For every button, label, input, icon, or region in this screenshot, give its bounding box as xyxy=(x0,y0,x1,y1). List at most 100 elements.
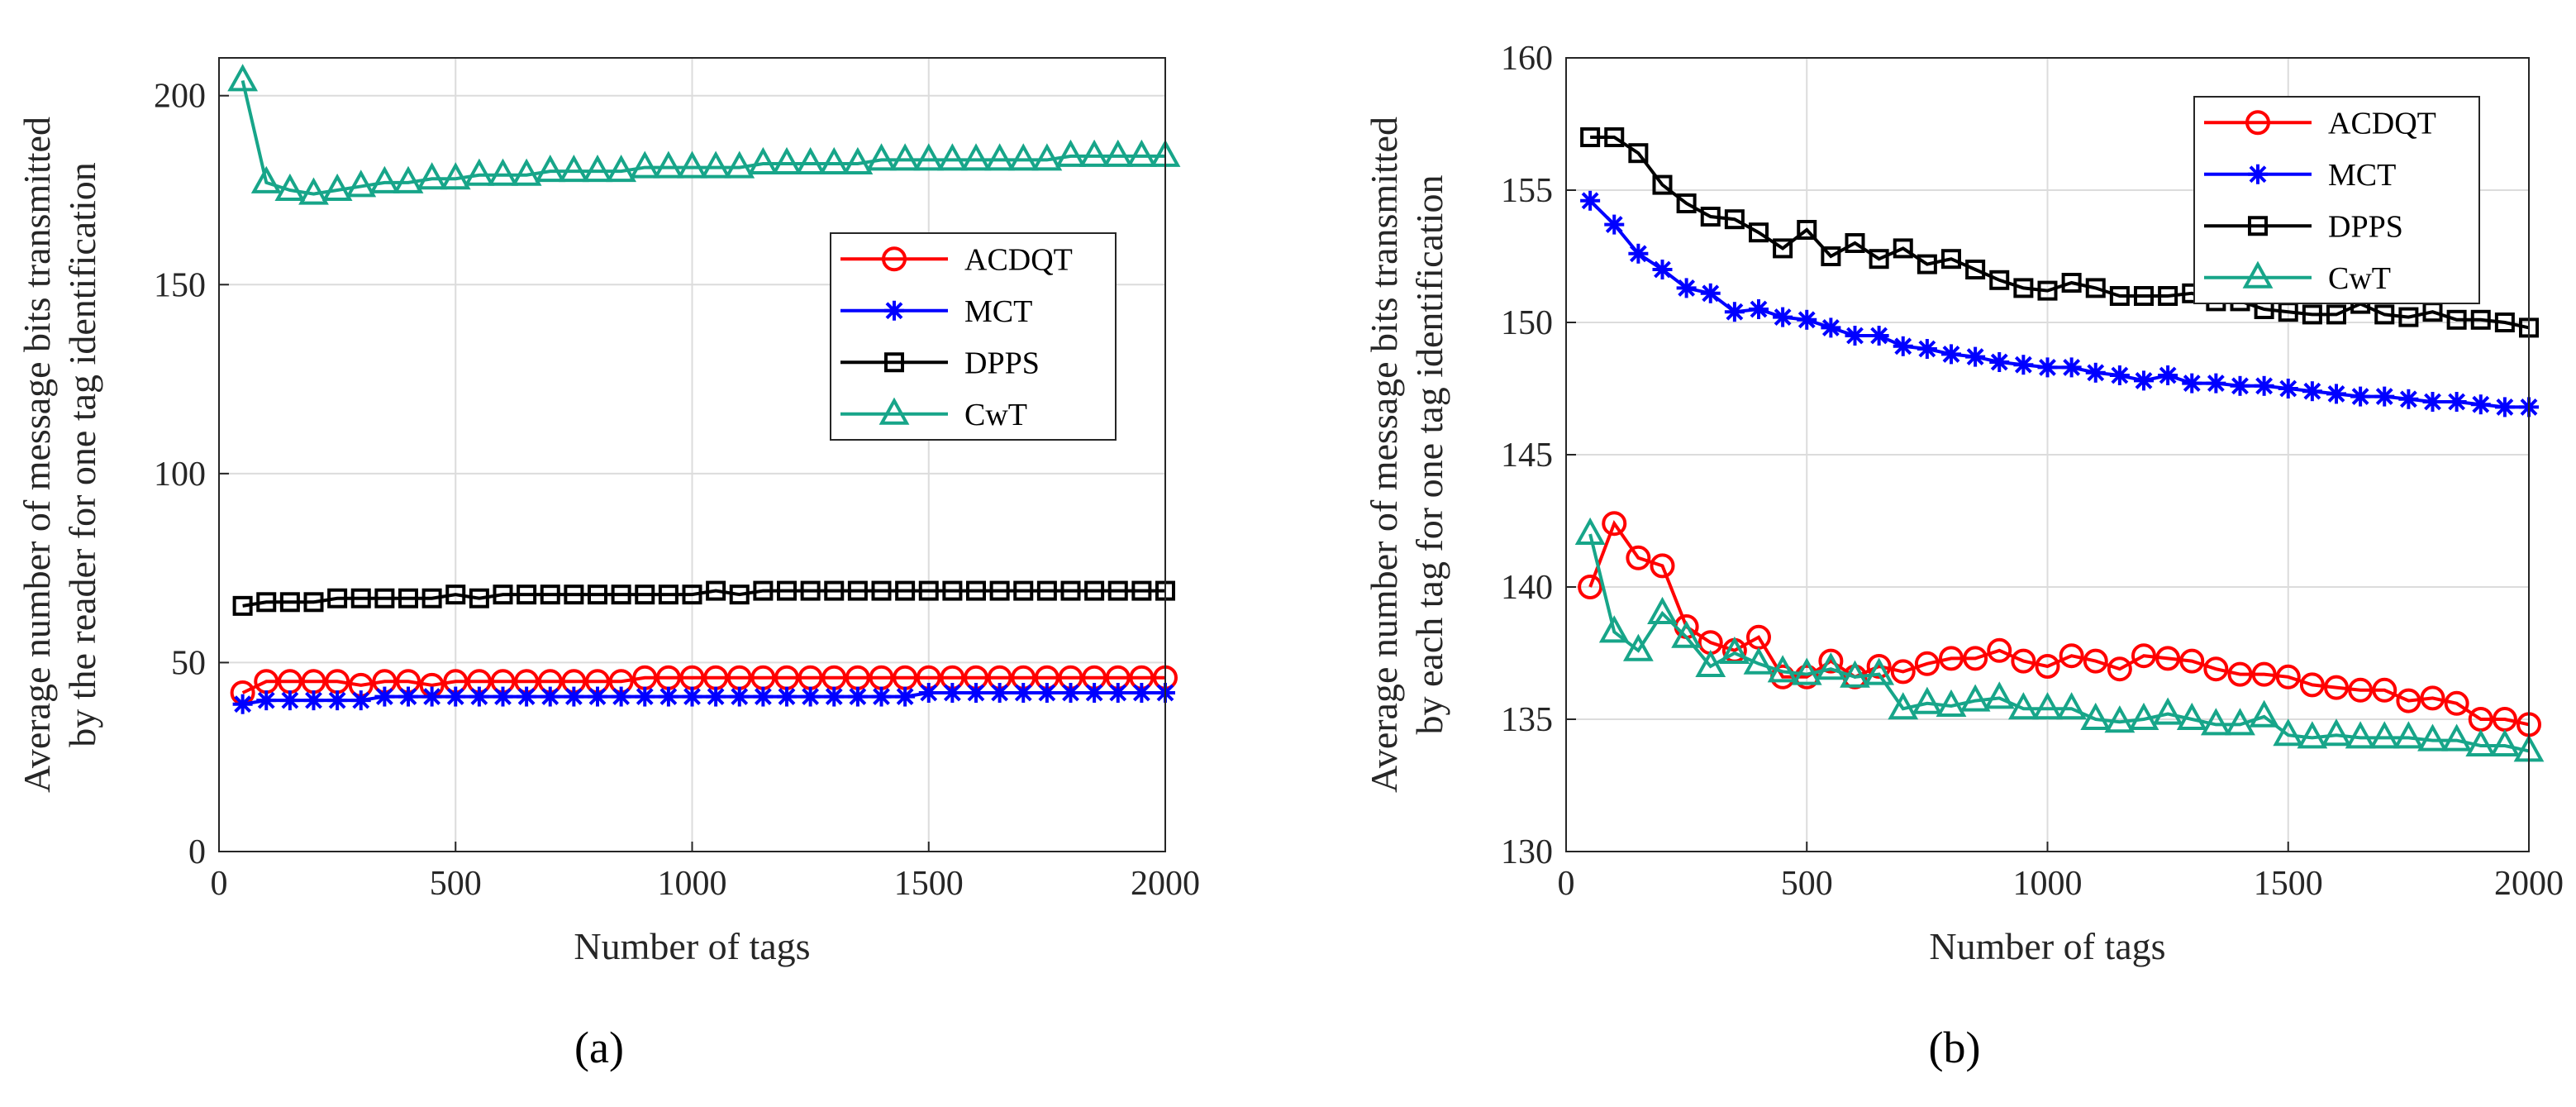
legend-marker-mct xyxy=(884,300,904,321)
data-point-mct xyxy=(1580,190,1601,211)
data-point-mct xyxy=(1989,352,2010,372)
data-point-acdqt xyxy=(1626,545,1651,570)
data-point-mct xyxy=(918,683,939,703)
data-point-dpps xyxy=(2061,273,2082,293)
y-axis-label-a-line1: Average number of message bits transmitt… xyxy=(16,117,58,793)
data-point-mct xyxy=(350,690,371,711)
data-point-dpps xyxy=(564,585,584,605)
data-point-mct xyxy=(2085,362,2106,383)
data-point-cwt xyxy=(2249,699,2280,728)
y-axis-label-a-line2: by the reader for one tag identification xyxy=(61,162,103,747)
data-point-cwt xyxy=(558,155,589,183)
data-point-dpps xyxy=(1797,220,1817,240)
data-point-dpps xyxy=(824,580,845,601)
data-point-acdqt xyxy=(2179,648,2205,674)
data-point-mct xyxy=(2302,381,2322,402)
data-point-mct xyxy=(753,686,774,707)
data-point-mct xyxy=(1700,283,1721,303)
data-point-acdqt xyxy=(1963,646,1988,671)
data-point-dpps xyxy=(871,580,892,601)
data-point-mct xyxy=(327,690,348,711)
data-point-cwt xyxy=(274,173,306,201)
data-point-mct xyxy=(1060,683,1081,703)
data-point-dpps xyxy=(682,585,702,605)
data-point-mct xyxy=(1869,326,1889,346)
data-point-cwt xyxy=(2056,692,2088,720)
data-point-mct xyxy=(706,686,726,707)
data-point-mct xyxy=(729,686,750,707)
data-point-mct xyxy=(2446,392,2467,412)
data-point-mct xyxy=(540,686,560,707)
data-point-dpps xyxy=(1131,580,1152,601)
data-point-mct xyxy=(398,686,418,707)
data-point-mct xyxy=(847,686,868,707)
legend-box xyxy=(830,232,1117,441)
data-point-mct xyxy=(2326,384,2346,404)
data-point-mct xyxy=(1893,336,1913,356)
data-point-dpps xyxy=(966,580,986,601)
data-point-cwt xyxy=(227,64,259,92)
data-point-mct xyxy=(279,690,300,711)
data-point-dpps xyxy=(1580,127,1601,147)
x-tick-label: 2000 xyxy=(2494,865,2564,903)
legend-marker-dpps xyxy=(2248,216,2268,236)
data-point-dpps xyxy=(635,585,655,605)
ticks-b: 0 500 1000 1500 2000 130 135 140 145 150 155 160 xyxy=(1501,40,2564,903)
data-point-acdqt xyxy=(1939,646,1964,671)
data-point-mct xyxy=(2398,389,2419,409)
data-point-cwt xyxy=(1031,143,1063,171)
data-point-cwt xyxy=(889,143,921,171)
data-point-mct xyxy=(588,686,607,707)
data-point-dpps xyxy=(2013,278,2034,298)
data-point-cwt xyxy=(1102,139,1134,167)
data-point-acdqt xyxy=(2396,688,2421,713)
data-point-dpps xyxy=(753,580,774,601)
panel-caption-b: (b) xyxy=(1929,1023,1981,1072)
data-point-dpps xyxy=(327,588,348,608)
x-tick-label: 0 xyxy=(211,865,228,903)
data-point-cwt xyxy=(1959,684,1991,712)
legend-label-cwt: CwT xyxy=(964,398,1027,432)
y-tick-label: 200 xyxy=(154,78,206,116)
data-point-cwt xyxy=(393,165,424,193)
data-point-acdqt xyxy=(2011,648,2036,674)
data-point-dpps xyxy=(421,588,442,608)
data-point-mct xyxy=(635,686,655,707)
data-point-cwt xyxy=(2032,692,2063,720)
data-point-dpps xyxy=(350,588,371,608)
y-tick-label: 130 xyxy=(1501,833,1553,871)
data-point-mct xyxy=(2061,357,2082,378)
data-point-dpps xyxy=(1084,580,1105,601)
data-point-cwt xyxy=(2417,723,2448,752)
data-point-dpps xyxy=(469,588,489,608)
data-point-cwt xyxy=(488,158,518,186)
data-point-cwt xyxy=(2200,708,2231,736)
data-point-mct xyxy=(658,686,679,707)
data-point-mct xyxy=(469,686,489,707)
data-point-acdqt xyxy=(2251,661,2277,687)
data-point-acdqt xyxy=(1602,511,1627,537)
data-point-mct xyxy=(256,690,277,711)
data-point-dpps xyxy=(540,585,560,605)
data-point-cwt xyxy=(1840,660,1870,688)
data-point-dpps xyxy=(989,580,1010,601)
data-point-mct xyxy=(989,683,1010,703)
data-point-dpps xyxy=(1989,270,2010,290)
data-point-acdqt xyxy=(2372,677,2397,703)
data-point-dpps xyxy=(2158,286,2178,306)
data-point-cwt xyxy=(842,146,874,174)
data-point-acdqt xyxy=(2299,672,2325,698)
data-point-cwt xyxy=(2128,702,2159,730)
data-point-dpps xyxy=(1724,209,1745,230)
data-point-cwt xyxy=(464,158,495,186)
data-point-mct xyxy=(2158,365,2178,385)
data-point-mct xyxy=(942,683,963,703)
data-point-cwt xyxy=(606,155,637,183)
x-tick-label: 1500 xyxy=(894,865,964,903)
data-point-mct xyxy=(2254,375,2274,396)
data-point-mct xyxy=(493,686,513,707)
data-point-mct xyxy=(2494,397,2515,418)
data-point-dpps xyxy=(1821,246,1841,266)
data-point-cwt xyxy=(771,146,802,174)
data-point-mct xyxy=(303,690,324,711)
